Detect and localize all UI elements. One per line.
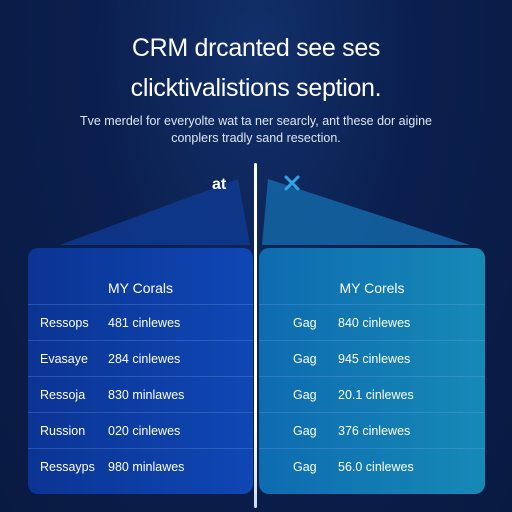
row-name: Ressayps <box>40 460 95 474</box>
subheading-line-2: conplers tradly sand resection. <box>171 131 341 145</box>
table-row[interactable]: Ressoja 830 minlawes <box>28 376 253 413</box>
row-value: 020 cinlewes <box>108 424 181 438</box>
headline-line-1: CRM drcanted see ses <box>131 34 381 62</box>
table-row[interactable]: Russion 020 cinlewes <box>28 412 253 449</box>
row-value: 481 cinlewes <box>108 316 181 330</box>
at-text-icon[interactable]: at <box>212 176 227 193</box>
row-name: Gag <box>293 388 317 402</box>
row-name: Ressoja <box>40 388 86 402</box>
subheading: Tve merdel for everyolte wat ta ner sear… <box>0 113 512 147</box>
left-comparison-panel: MY Corals Ressops 481 cinlewes Evasaye 2… <box>28 248 253 494</box>
table-row[interactable]: Gag 840 cinlewes <box>259 304 485 341</box>
headline-line-2: clicktivalistions seption. <box>130 74 382 102</box>
right-panel-title: MY Corels <box>339 280 405 296</box>
row-name: Evasaye <box>40 352 88 366</box>
left-panel-title: MY Corals <box>107 280 174 296</box>
row-value: 20.1 cinlewes <box>338 388 414 402</box>
row-value: 56.0 cinlewes <box>338 460 414 474</box>
row-value: 376 cinlewes <box>338 424 411 438</box>
table-row[interactable]: Gag 20.1 cinlewes <box>259 376 485 413</box>
table-row[interactable]: Gag 56.0 cinlewes <box>259 448 485 485</box>
row-value: 830 minlawes <box>108 388 185 402</box>
row-name: Gag <box>293 352 317 366</box>
panel-header-shapes <box>60 179 470 245</box>
row-value: 980 minlawes <box>108 460 185 474</box>
row-name: Gag <box>293 424 317 438</box>
comparison-divider[interactable] <box>254 163 257 508</box>
right-comparison-panel: MY Corels Gag 840 cinlewes Gag 945 cinle… <box>259 248 485 494</box>
row-name: Russion <box>40 424 86 438</box>
row-name: Gag <box>293 316 317 330</box>
row-name: Gag <box>293 460 317 474</box>
table-row[interactable]: Gag 945 cinlewes <box>259 340 485 377</box>
table-row[interactable]: Evasaye 284 cinlewes <box>28 340 253 377</box>
headline: CRM drcanted see ses clicktivalistions s… <box>0 28 512 108</box>
row-value: 840 cinlewes <box>338 316 411 330</box>
table-row[interactable]: Gag 376 cinlewes <box>259 412 485 449</box>
table-row[interactable]: Ressayps 980 minlawes <box>28 448 253 485</box>
row-value: 284 cinlewes <box>108 352 181 366</box>
row-value: 945 cinlewes <box>338 352 411 366</box>
close-x-icon[interactable] <box>282 173 302 193</box>
row-name: Ressops <box>40 316 89 330</box>
table-row[interactable]: Ressops 481 cinlewes <box>28 304 253 341</box>
subheading-line-1: Tve merdel for everyolte wat ta ner sear… <box>79 114 433 128</box>
